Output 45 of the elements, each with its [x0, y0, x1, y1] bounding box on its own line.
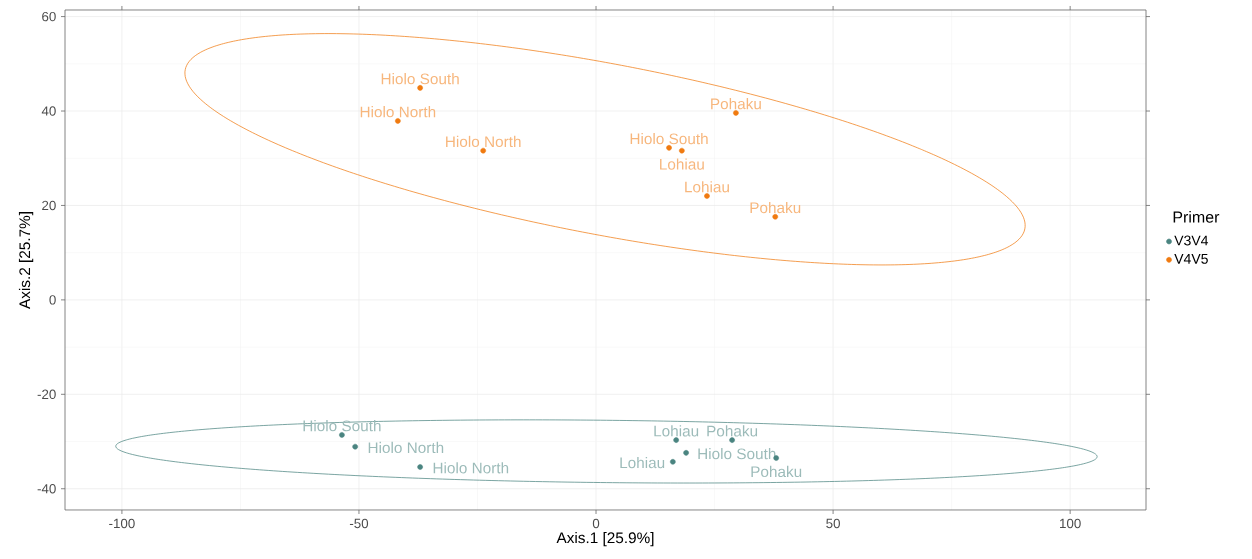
- y-tick-label: 20: [42, 200, 56, 211]
- data-label: Pohaku: [751, 465, 802, 478]
- data-label: Lohiau: [654, 425, 699, 437]
- data-label: Hiolo North: [446, 135, 521, 148]
- y-tick-label: 40: [41, 106, 56, 116]
- point: [395, 118, 401, 124]
- y-tick-label: -20: [37, 389, 56, 400]
- y-tick-label: 0: [49, 295, 56, 305]
- point: [729, 437, 735, 443]
- point: [670, 459, 676, 465]
- point: [679, 147, 685, 154]
- legend-title: Primer: [1173, 211, 1220, 223]
- x-tick-label: 50: [826, 518, 840, 529]
- y-axis-title: Axis.2 [25.7%]: [18, 212, 34, 309]
- point: [666, 145, 672, 151]
- data-label: Hiolo South: [630, 133, 708, 145]
- x-tick-label: 100: [1060, 518, 1081, 529]
- data-label: Pohaku: [750, 201, 801, 214]
- point: [417, 85, 423, 91]
- data-label: Lohiau: [620, 456, 665, 469]
- legend-label: V3V4: [1174, 235, 1209, 246]
- point: [339, 432, 345, 438]
- point: [704, 193, 710, 199]
- data-label: Hiolo North: [360, 106, 436, 118]
- data-label: Lohiau: [685, 181, 729, 193]
- point: [417, 464, 423, 470]
- data-label: Hiolo North: [433, 462, 509, 474]
- y-tick-label: -40: [37, 484, 56, 494]
- x-axis-title: Axis.1 [25.9%]: [556, 531, 654, 547]
- data-label: Pohaku: [711, 98, 761, 110]
- point: [683, 450, 689, 456]
- point: [733, 110, 739, 116]
- data-label: Pohaku: [707, 425, 758, 437]
- x-tick-label: -50: [349, 518, 369, 529]
- legend-label: V4V5: [1174, 254, 1208, 264]
- x-tick-label: 0: [592, 518, 600, 529]
- y-tick-label: 60: [42, 11, 56, 22]
- point: [673, 437, 679, 443]
- data-label: Hiolo North: [368, 441, 444, 454]
- data-label: Lohiau: [660, 158, 704, 170]
- point: [480, 147, 486, 154]
- point: [352, 443, 358, 450]
- data-label: Hiolo South: [698, 448, 776, 460]
- data-label: Hiolo South: [381, 73, 459, 85]
- x-tick-label: -100: [109, 518, 135, 529]
